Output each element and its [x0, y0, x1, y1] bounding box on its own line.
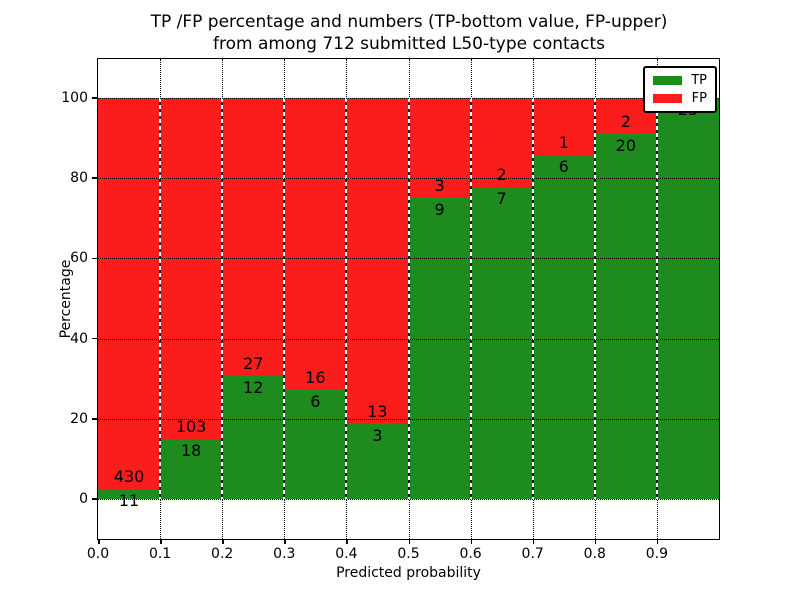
tp-bar-segment	[470, 187, 533, 500]
fp-count-label: 430	[113, 467, 145, 487]
horizontal-gridline	[98, 418, 719, 420]
fp-count-label: 2	[620, 112, 631, 132]
x-axis-tick-label: 0.6	[459, 546, 482, 562]
bar-boundary-line	[531, 97, 534, 500]
x-axis-tick	[656, 539, 659, 544]
bar-boundary-line	[159, 97, 162, 500]
bar-boundary-line	[407, 97, 410, 500]
fp-count-label: 103	[175, 417, 207, 437]
fp-count-label: 3	[434, 176, 445, 196]
y-axis-tick-label: 80	[70, 170, 88, 187]
tp-bar-segment	[532, 155, 595, 500]
horizontal-gridline	[98, 258, 719, 260]
tp-count-label: 18	[180, 441, 202, 461]
tp-bar-segment	[98, 489, 161, 500]
y-axis-tick	[91, 498, 97, 500]
y-axis-tick	[91, 337, 97, 340]
fp-count-label: 27	[243, 353, 264, 373]
tp-bar-segment	[408, 198, 471, 500]
bar-boundary-line	[345, 97, 348, 500]
horizontal-gridline	[98, 338, 719, 340]
legend-swatch-tp	[653, 76, 682, 85]
x-axis-tick	[346, 539, 348, 544]
legend-swatch-fp	[653, 94, 682, 103]
x-axis-tick	[160, 539, 162, 544]
chart-title-line-2: from among 712 submitted L50-type contac…	[213, 34, 605, 54]
x-axis-tick-label: 0.2	[211, 546, 234, 562]
x-axis-tick-label: 0.4	[335, 546, 358, 562]
x-axis-tick	[222, 539, 224, 544]
x-axis-tick-label: 0.1	[148, 546, 172, 562]
bar-boundary-line	[469, 97, 472, 500]
legend-label-tp: TP	[691, 73, 707, 88]
legend-label-fp: FP	[691, 91, 707, 106]
fp-bar-segment	[98, 97, 161, 490]
x-axis-tick-label: 0.7	[521, 546, 544, 562]
y-axis-tick-label: 60	[70, 250, 88, 267]
tp-count-label: 3	[372, 425, 383, 445]
bar-boundary-line	[221, 97, 224, 500]
tp-bar-segment	[346, 423, 409, 500]
x-axis-tick	[98, 539, 100, 544]
x-axis-tick	[470, 539, 473, 544]
y-axis-tick	[91, 418, 97, 420]
bar-boundary-line	[283, 97, 286, 500]
tp-bar-segment	[594, 134, 657, 500]
tp-count-label: 6	[310, 391, 321, 411]
y-axis-tick	[91, 257, 97, 260]
fp-bar-segment	[346, 97, 409, 424]
x-axis-tick	[532, 539, 535, 544]
legend-entry-tp: TP	[653, 74, 707, 87]
y-axis-tick-label: 0	[79, 491, 88, 508]
fp-bar-segment	[284, 97, 347, 390]
legend-entry-fp: FP	[653, 92, 707, 105]
horizontal-gridline	[98, 97, 719, 99]
fp-count-label: 1	[558, 133, 569, 153]
x-axis-tick	[284, 539, 286, 544]
y-axis-tick	[91, 177, 97, 179]
fp-bar-segment	[160, 97, 223, 440]
tp-count-label: 11	[118, 491, 140, 511]
fp-count-label: 2	[496, 165, 507, 185]
legend-box: TP FP	[643, 66, 717, 113]
x-axis-tick	[594, 539, 597, 544]
horizontal-gridline	[98, 499, 719, 501]
bar-boundary-line	[655, 97, 658, 500]
tp-count-label: 7	[496, 189, 507, 209]
y-axis-tick	[91, 97, 97, 99]
fp-count-label: 16	[305, 367, 326, 387]
x-axis-tick-label: 0.0	[86, 546, 110, 562]
horizontal-gridline	[98, 178, 719, 180]
fp-bar-segment	[532, 97, 595, 156]
fp-bar-segment	[470, 97, 533, 188]
y-axis-tick-label: 20	[70, 410, 88, 427]
tp-count-label: 12	[243, 377, 264, 397]
x-axis-tick-label: 0.8	[583, 546, 606, 562]
fp-bar-segment	[408, 97, 471, 199]
tp-count-label: 20	[615, 136, 637, 156]
fp-bar-segment	[222, 97, 285, 376]
y-axis-tick-label: 40	[70, 330, 88, 347]
tp-bar-segment	[656, 97, 719, 500]
x-axis-tick-label: 0.9	[645, 546, 669, 562]
plot-area: Predicted probability Percentage TP FP 4…	[58, 58, 720, 581]
x-axis-label: Predicted probability	[336, 565, 481, 581]
tp-bar-segment	[222, 375, 285, 500]
x-axis-tick-label: 0.5	[397, 546, 420, 562]
tp-count-label: 9	[434, 200, 445, 220]
tp-bar-segment	[284, 389, 347, 500]
tp-bar-segment	[160, 439, 223, 500]
y-axis-tick-label: 100	[61, 89, 88, 106]
chart-title-line-1: TP /FP percentage and numbers (TP-bottom…	[150, 12, 668, 32]
x-axis-tick	[408, 539, 410, 544]
fp-count-label: 13	[367, 401, 388, 421]
bar-boundary-line	[593, 97, 596, 500]
tp-count-label: 6	[558, 157, 569, 177]
x-axis-tick-label: 0.3	[273, 546, 296, 562]
